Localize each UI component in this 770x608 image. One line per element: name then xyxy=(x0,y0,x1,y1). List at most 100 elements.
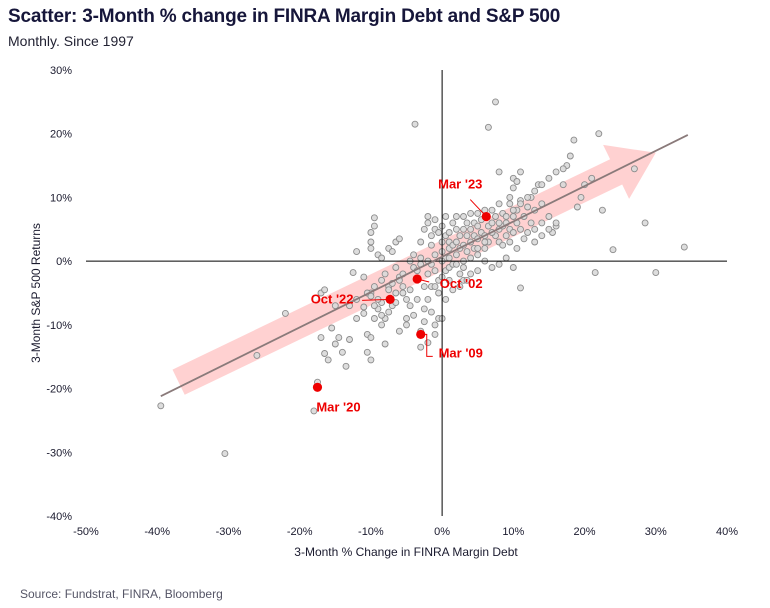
data-point xyxy=(449,286,457,294)
y-axis-label: 3-Month S&P 500 Returns xyxy=(29,223,43,363)
data-point xyxy=(378,321,386,329)
trendline-layer xyxy=(160,134,689,398)
data-point xyxy=(331,302,339,310)
data-point xyxy=(370,214,378,222)
data-point xyxy=(577,193,585,201)
y-tick-label: 0% xyxy=(56,256,72,268)
data-point xyxy=(417,343,425,351)
data-point xyxy=(420,283,428,291)
data-point xyxy=(630,165,638,173)
data-point xyxy=(349,269,357,277)
data-point xyxy=(403,295,410,303)
data-point xyxy=(520,235,528,243)
data-point xyxy=(452,225,460,233)
data-point xyxy=(445,254,453,262)
data-point xyxy=(460,213,467,220)
data-point xyxy=(427,232,435,240)
data-point xyxy=(342,362,350,370)
data-point xyxy=(403,315,410,322)
data-point xyxy=(381,270,389,278)
data-point xyxy=(652,269,660,277)
data-point xyxy=(545,213,553,220)
data-point xyxy=(499,241,507,249)
data-point xyxy=(517,168,524,176)
data-point xyxy=(595,130,603,138)
data-point xyxy=(474,222,482,230)
data-point xyxy=(442,295,450,303)
data-point xyxy=(545,174,553,182)
data-point xyxy=(456,283,464,291)
data-point xyxy=(413,295,421,303)
data-point xyxy=(388,248,396,256)
data-point xyxy=(385,308,393,316)
data-point xyxy=(513,244,521,252)
data-point xyxy=(452,260,460,268)
data-point xyxy=(588,174,596,182)
data-point xyxy=(221,450,229,458)
source-note: Source: Fundstrat, FINRA, Bloomberg xyxy=(20,587,223,601)
data-point xyxy=(517,284,524,292)
data-point xyxy=(331,340,339,348)
data-point xyxy=(502,232,510,240)
highlight-label: Oct '22 xyxy=(311,291,354,306)
data-point xyxy=(346,336,353,343)
data-point xyxy=(324,356,332,364)
data-point xyxy=(531,225,539,233)
data-point xyxy=(591,269,599,277)
data-point xyxy=(253,351,261,359)
data-point xyxy=(538,232,546,240)
data-point xyxy=(442,213,450,220)
data-point xyxy=(570,136,578,144)
data-point xyxy=(552,219,560,227)
data-point xyxy=(424,219,432,227)
data-point xyxy=(517,200,524,208)
data-point xyxy=(509,229,517,236)
data-point xyxy=(338,348,346,356)
data-point xyxy=(456,232,464,240)
chart-subtitle: Monthly. Since 1997 xyxy=(8,33,134,49)
data-point xyxy=(417,238,425,246)
data-point xyxy=(449,219,457,227)
data-point xyxy=(445,229,453,236)
data-point xyxy=(157,402,165,410)
data-point xyxy=(435,229,443,236)
data-point xyxy=(431,321,439,329)
data-point xyxy=(378,254,386,262)
data-point xyxy=(506,238,514,246)
data-point xyxy=(392,264,400,271)
data-point xyxy=(506,193,514,201)
data-point xyxy=(381,340,389,348)
data-point xyxy=(420,318,428,326)
data-point xyxy=(509,264,517,271)
data-point xyxy=(467,270,475,278)
data-point xyxy=(456,270,464,278)
trendline xyxy=(160,134,689,398)
data-point xyxy=(367,244,375,252)
data-point xyxy=(506,200,514,208)
x-tick-label: -20% xyxy=(287,526,313,538)
data-point xyxy=(424,339,432,347)
data-point xyxy=(367,334,375,342)
x-tick-label: 10% xyxy=(502,526,524,538)
highlight-label: Mar '23 xyxy=(438,177,482,192)
data-point xyxy=(420,225,428,233)
data-point xyxy=(513,178,521,185)
data-point xyxy=(424,270,432,278)
data-point xyxy=(467,254,475,262)
data-point xyxy=(538,181,546,189)
highlight-label: Mar '20 xyxy=(316,399,360,414)
data-point xyxy=(431,267,439,275)
data-point xyxy=(495,168,503,176)
data-point xyxy=(641,219,649,227)
data-point xyxy=(403,321,410,329)
data-point xyxy=(559,165,567,173)
data-point xyxy=(417,254,425,262)
data-point xyxy=(431,330,439,338)
data-point xyxy=(463,248,471,256)
data-point xyxy=(463,219,471,227)
data-point xyxy=(367,356,375,364)
data-point xyxy=(502,254,510,262)
data-point xyxy=(328,324,336,332)
data-point xyxy=(410,311,418,319)
data-point xyxy=(431,283,439,291)
